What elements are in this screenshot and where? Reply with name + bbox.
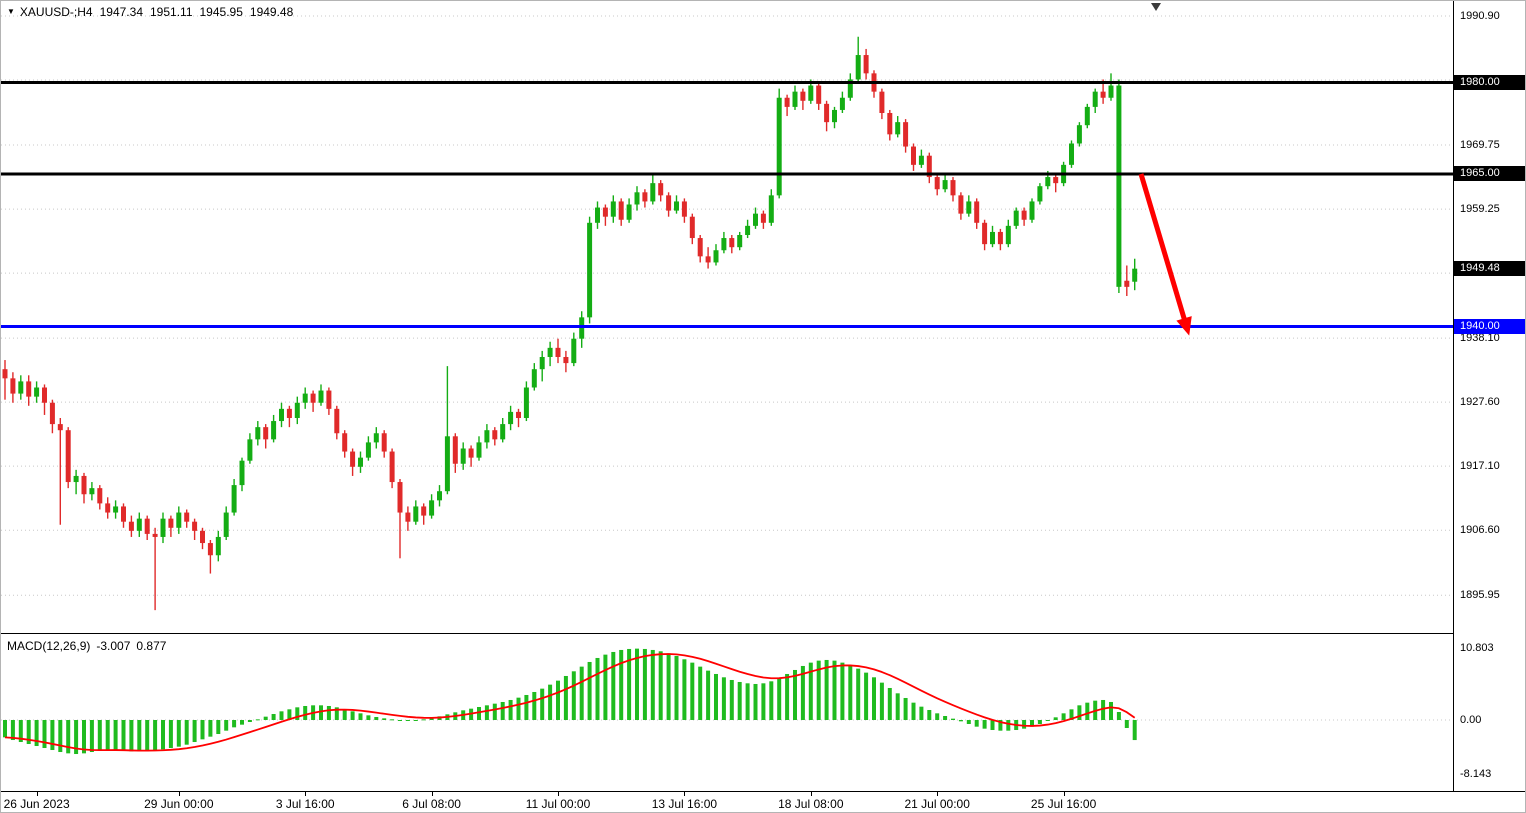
symbol-timeframe-label: XAUUSD-;H4	[19, 5, 93, 19]
macd-axis-label: 10.803	[1460, 641, 1494, 654]
time-axis-label: 25 Jul 16:00	[1030, 797, 1097, 811]
time-axis-tick	[36, 792, 38, 796]
time-axis-label: 21 Jul 00:00	[904, 797, 970, 811]
price-level-tag: 1940.00	[1454, 318, 1525, 334]
macd-axis-label: 0.00	[1460, 714, 1482, 726]
price-axis-label: 1895.95	[1460, 589, 1500, 602]
ohlc-close-value: 1949.48	[249, 5, 294, 19]
time-axis-label: 29 Jun 00:00	[144, 797, 214, 811]
ohlc-open-value: 1947.34	[99, 5, 143, 19]
time-axis[interactable]: 26 Jun 2023 29 Jun 00:00 3 Jul 16:00 6 Jul …	[1, 792, 1525, 812]
time-axis-tick	[431, 792, 433, 796]
macd-label-line: MACD(12,26,9) -3.007 0.877	[7, 639, 166, 653]
time-axis-label: 3 Jul 16:00	[275, 797, 335, 811]
candlesticks	[2, 36, 1138, 611]
price-axis-label: 1917.10	[1460, 460, 1500, 473]
price-gridlines	[1, 15, 1453, 596]
current-price-tag: 1949.48	[1454, 261, 1525, 277]
price-axis-label: 1990.90	[1460, 10, 1500, 22]
chart-header: ▼ XAUUSD-;H4 1947.34 1951.11 1945.95 1949.48	[7, 5, 293, 19]
price-level-tag: 1965.00	[1454, 166, 1525, 182]
panel-separator[interactable]	[1, 633, 1525, 634]
time-axis-label: 13 Jul 16:00	[651, 797, 718, 811]
time-axis-tick	[178, 792, 180, 796]
trend-arrow[interactable]	[1138, 173, 1192, 336]
time-axis-tick	[305, 792, 307, 796]
horizontal-level-lines[interactable]	[1, 80, 1453, 328]
time-axis-tick	[558, 792, 559, 796]
macd-signal-line	[4, 653, 1136, 752]
time-axis-tick	[810, 792, 812, 796]
time-axis-label: 11 Jul 00:00	[525, 797, 591, 811]
macd-histogram	[3, 648, 1137, 755]
ohlc-high-value: 1951.11	[150, 5, 193, 19]
price-axis-label: 1938.10	[1460, 332, 1500, 345]
macd-main-value: -3.007	[96, 639, 131, 653]
chart-shift-marker-icon[interactable]	[1151, 3, 1161, 11]
ohlc-low-value: 1945.95	[199, 5, 243, 19]
time-axis-tick	[1063, 792, 1065, 796]
time-axis-label: 6 Jul 08:00	[402, 797, 461, 811]
price-axis-label: 1969.75	[1460, 139, 1500, 152]
time-axis-tick	[684, 792, 686, 796]
time-axis-tick	[937, 792, 939, 796]
symbol-dropdown-icon[interactable]: ▼	[7, 7, 15, 16]
macd-svg	[1, 648, 1453, 755]
panel-separator[interactable]	[1, 791, 1525, 792]
price-axis-label: 1927.60	[1460, 396, 1500, 409]
macd-indicator-name: MACD(12,26,9)	[7, 639, 91, 653]
price-chart-svg	[1, 15, 1453, 611]
time-axis-label: 18 Jul 08:00	[778, 797, 844, 811]
macd-axis-label: -8.143	[1460, 768, 1492, 781]
macd-signal-value: 0.877	[136, 639, 167, 653]
time-axis-label: 26 Jun 2023	[3, 797, 70, 811]
price-axis[interactable]: 1990.90 1969.75 1959.25 1938.10 1927.60 1917.…	[1453, 1, 1525, 791]
price-axis-label: 1959.25	[1460, 203, 1500, 216]
price-level-tag: 1980.00	[1454, 74, 1525, 90]
price-axis-label: 1906.60	[1460, 524, 1500, 537]
macd-indicator-panel[interactable]: MACD(12,26,9) -3.007 0.877	[1, 634, 1453, 791]
price-chart-canvas[interactable]: ▼ XAUUSD-;H4 1947.34 1951.11 1945.95 1949.48	[1, 1, 1453, 633]
